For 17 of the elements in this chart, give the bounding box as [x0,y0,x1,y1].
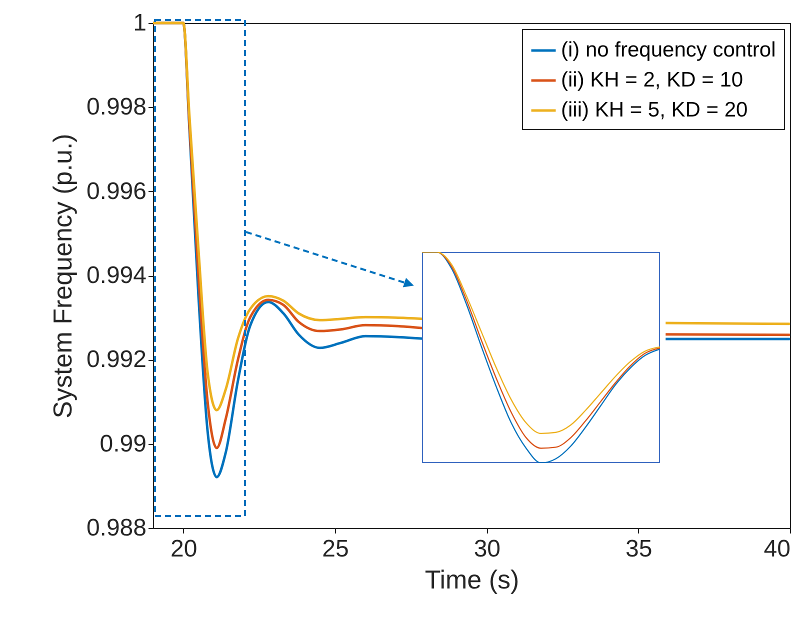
y-axis-title: System Frequency (p.u.) [47,134,78,418]
y-tick-label: 0.99 [100,430,146,458]
y-tick-label: 0.994 [86,262,146,289]
legend-label: (iii) KH = 5, KD = 20 [561,98,748,122]
y-tick-label: 1 [133,10,146,36]
legend-label: (ii) KH = 2, KD = 10 [561,68,744,92]
x-tick-label: 25 [322,536,349,562]
x-tick-label: 40 [764,536,790,562]
y-tick-label: 0.992 [86,346,146,374]
x-tick-label: 30 [474,536,501,562]
y-tick-label: 0.988 [86,514,146,542]
y-tick-label: 0.998 [86,94,146,121]
x-tick-label: 20 [170,536,198,562]
legend-label: (i) no frequency control [561,38,776,62]
x-axis-title: Time (s) [424,564,520,594]
x-tick-label: 35 [625,536,652,562]
y-tick-label: 0.996 [86,178,146,205]
